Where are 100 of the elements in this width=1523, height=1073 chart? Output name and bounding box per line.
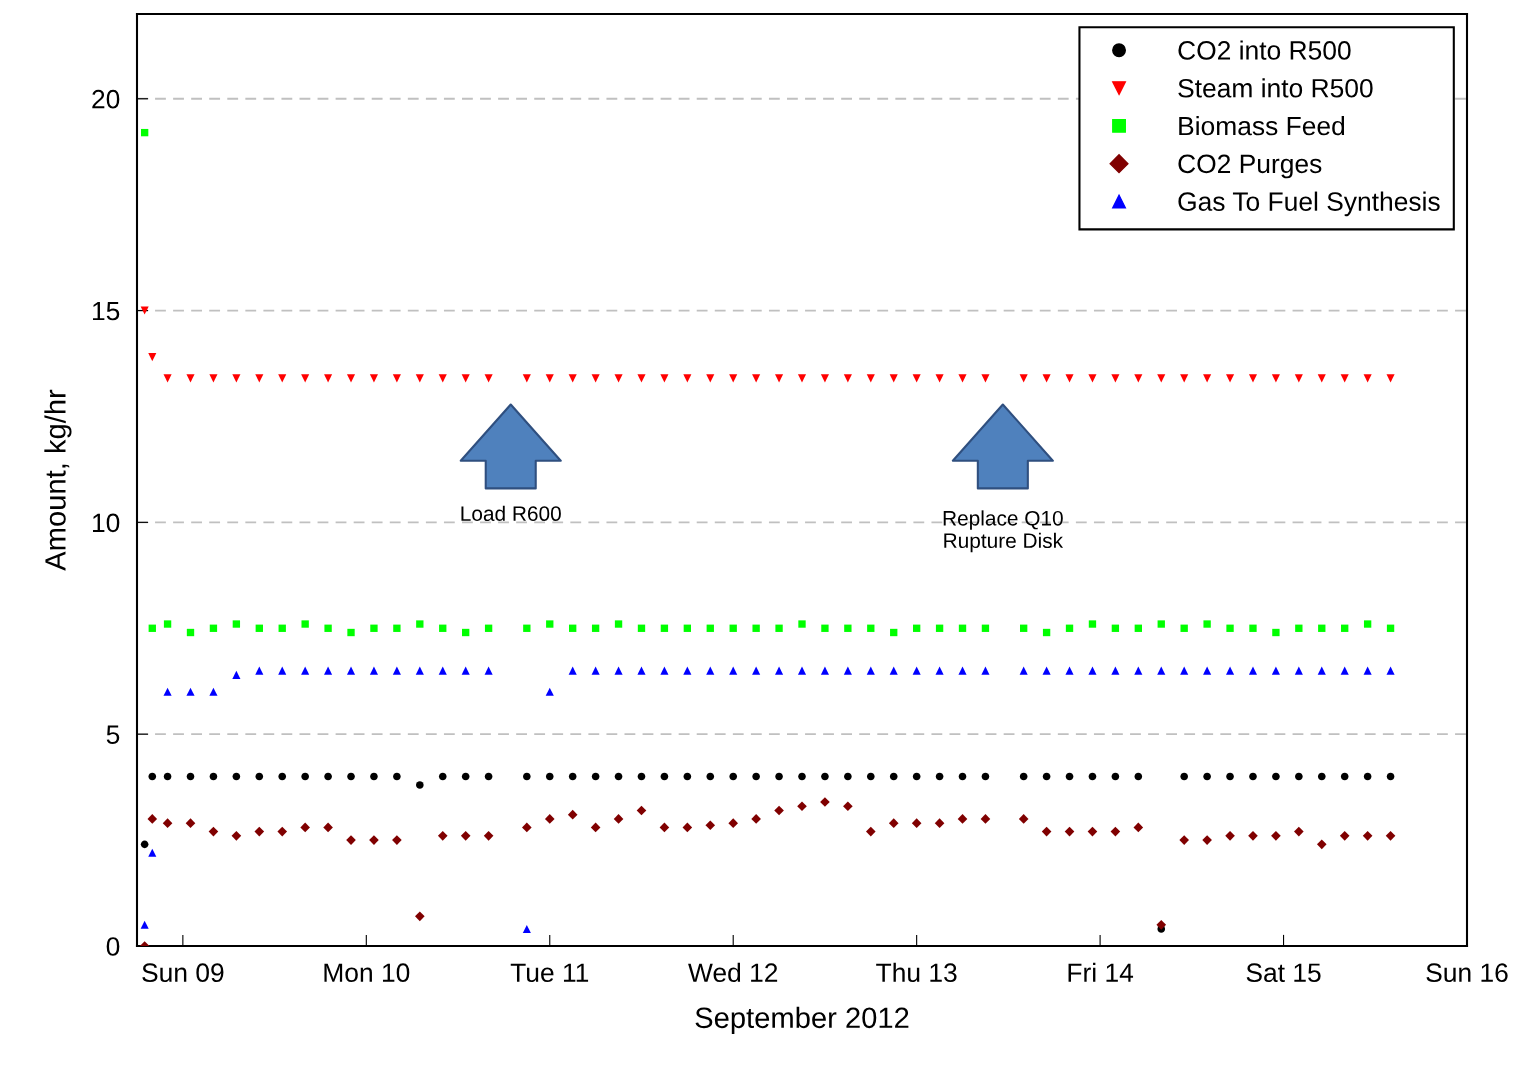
annotation: Replace Q10 Rupture Disk — [943, 510, 1064, 553]
point — [752, 772, 760, 781]
point — [567, 809, 578, 820]
point — [751, 814, 761, 824]
point — [437, 831, 448, 841]
point — [1272, 628, 1280, 637]
point — [232, 374, 241, 383]
point — [958, 772, 967, 781]
point — [590, 822, 601, 833]
point — [484, 374, 493, 383]
point — [1134, 666, 1143, 675]
point — [1316, 839, 1327, 850]
point — [1180, 624, 1188, 632]
point — [438, 772, 447, 781]
point — [729, 772, 738, 781]
point — [209, 624, 218, 632]
point — [148, 353, 157, 362]
point — [775, 374, 784, 383]
point — [1042, 628, 1051, 637]
point — [889, 666, 898, 675]
point — [843, 374, 852, 383]
point — [728, 818, 739, 828]
point — [324, 666, 333, 675]
point — [844, 624, 852, 632]
point — [1363, 620, 1372, 628]
point — [1363, 666, 1372, 675]
point — [1248, 374, 1258, 383]
point — [614, 374, 623, 383]
point — [1180, 666, 1189, 675]
point — [591, 624, 600, 632]
point — [186, 687, 195, 696]
point — [232, 670, 241, 679]
point — [1249, 772, 1257, 781]
point — [1340, 374, 1349, 383]
point — [637, 666, 646, 675]
point — [613, 814, 624, 824]
point — [1294, 374, 1303, 383]
point — [958, 374, 967, 383]
point — [683, 772, 692, 781]
point — [346, 374, 356, 383]
point — [1019, 624, 1028, 632]
point — [1065, 624, 1074, 632]
point — [1088, 620, 1097, 628]
point — [797, 374, 807, 383]
point — [209, 772, 218, 781]
point — [821, 624, 829, 632]
point — [1018, 814, 1029, 824]
point — [981, 772, 990, 781]
point — [706, 624, 714, 632]
y-tick-label: 5 — [106, 725, 120, 744]
point — [254, 826, 265, 837]
point — [1271, 831, 1281, 841]
point — [148, 772, 157, 781]
point — [1249, 624, 1257, 632]
point — [1362, 831, 1373, 841]
point — [186, 772, 195, 781]
point — [416, 620, 424, 628]
point — [277, 826, 288, 837]
point — [185, 818, 196, 828]
point — [140, 306, 149, 315]
point — [683, 624, 692, 632]
point — [706, 772, 715, 781]
point — [140, 840, 149, 849]
point — [1318, 624, 1326, 632]
point — [186, 628, 195, 637]
point — [415, 374, 424, 383]
x-axis-title: September 2012 — [695, 1006, 909, 1034]
point — [301, 666, 310, 675]
point — [888, 818, 899, 828]
point — [370, 624, 378, 632]
point — [935, 772, 944, 781]
point — [300, 822, 310, 833]
point — [324, 772, 332, 781]
point — [569, 624, 577, 632]
point — [706, 374, 715, 383]
point — [1385, 831, 1396, 841]
point — [1179, 835, 1189, 845]
point — [820, 374, 829, 383]
point — [346, 666, 356, 675]
point — [484, 772, 493, 781]
point — [1317, 374, 1326, 383]
point — [843, 666, 852, 675]
point — [1226, 374, 1235, 383]
point — [278, 624, 286, 632]
point — [706, 666, 715, 675]
point — [255, 666, 264, 675]
point — [1341, 624, 1349, 632]
point — [301, 620, 309, 628]
x-tick-label: Thu 13 — [876, 962, 957, 983]
point — [1295, 772, 1303, 781]
point — [637, 374, 646, 383]
point — [1065, 666, 1074, 675]
legend-label: Biomass Feed — [1179, 115, 1345, 136]
point — [415, 911, 425, 922]
point — [148, 848, 157, 857]
legend-label: CO2 Purges — [1178, 154, 1322, 179]
point — [1386, 666, 1395, 675]
point — [255, 374, 264, 383]
point — [483, 831, 494, 841]
x-tick-label: Tue 11 — [510, 963, 589, 983]
